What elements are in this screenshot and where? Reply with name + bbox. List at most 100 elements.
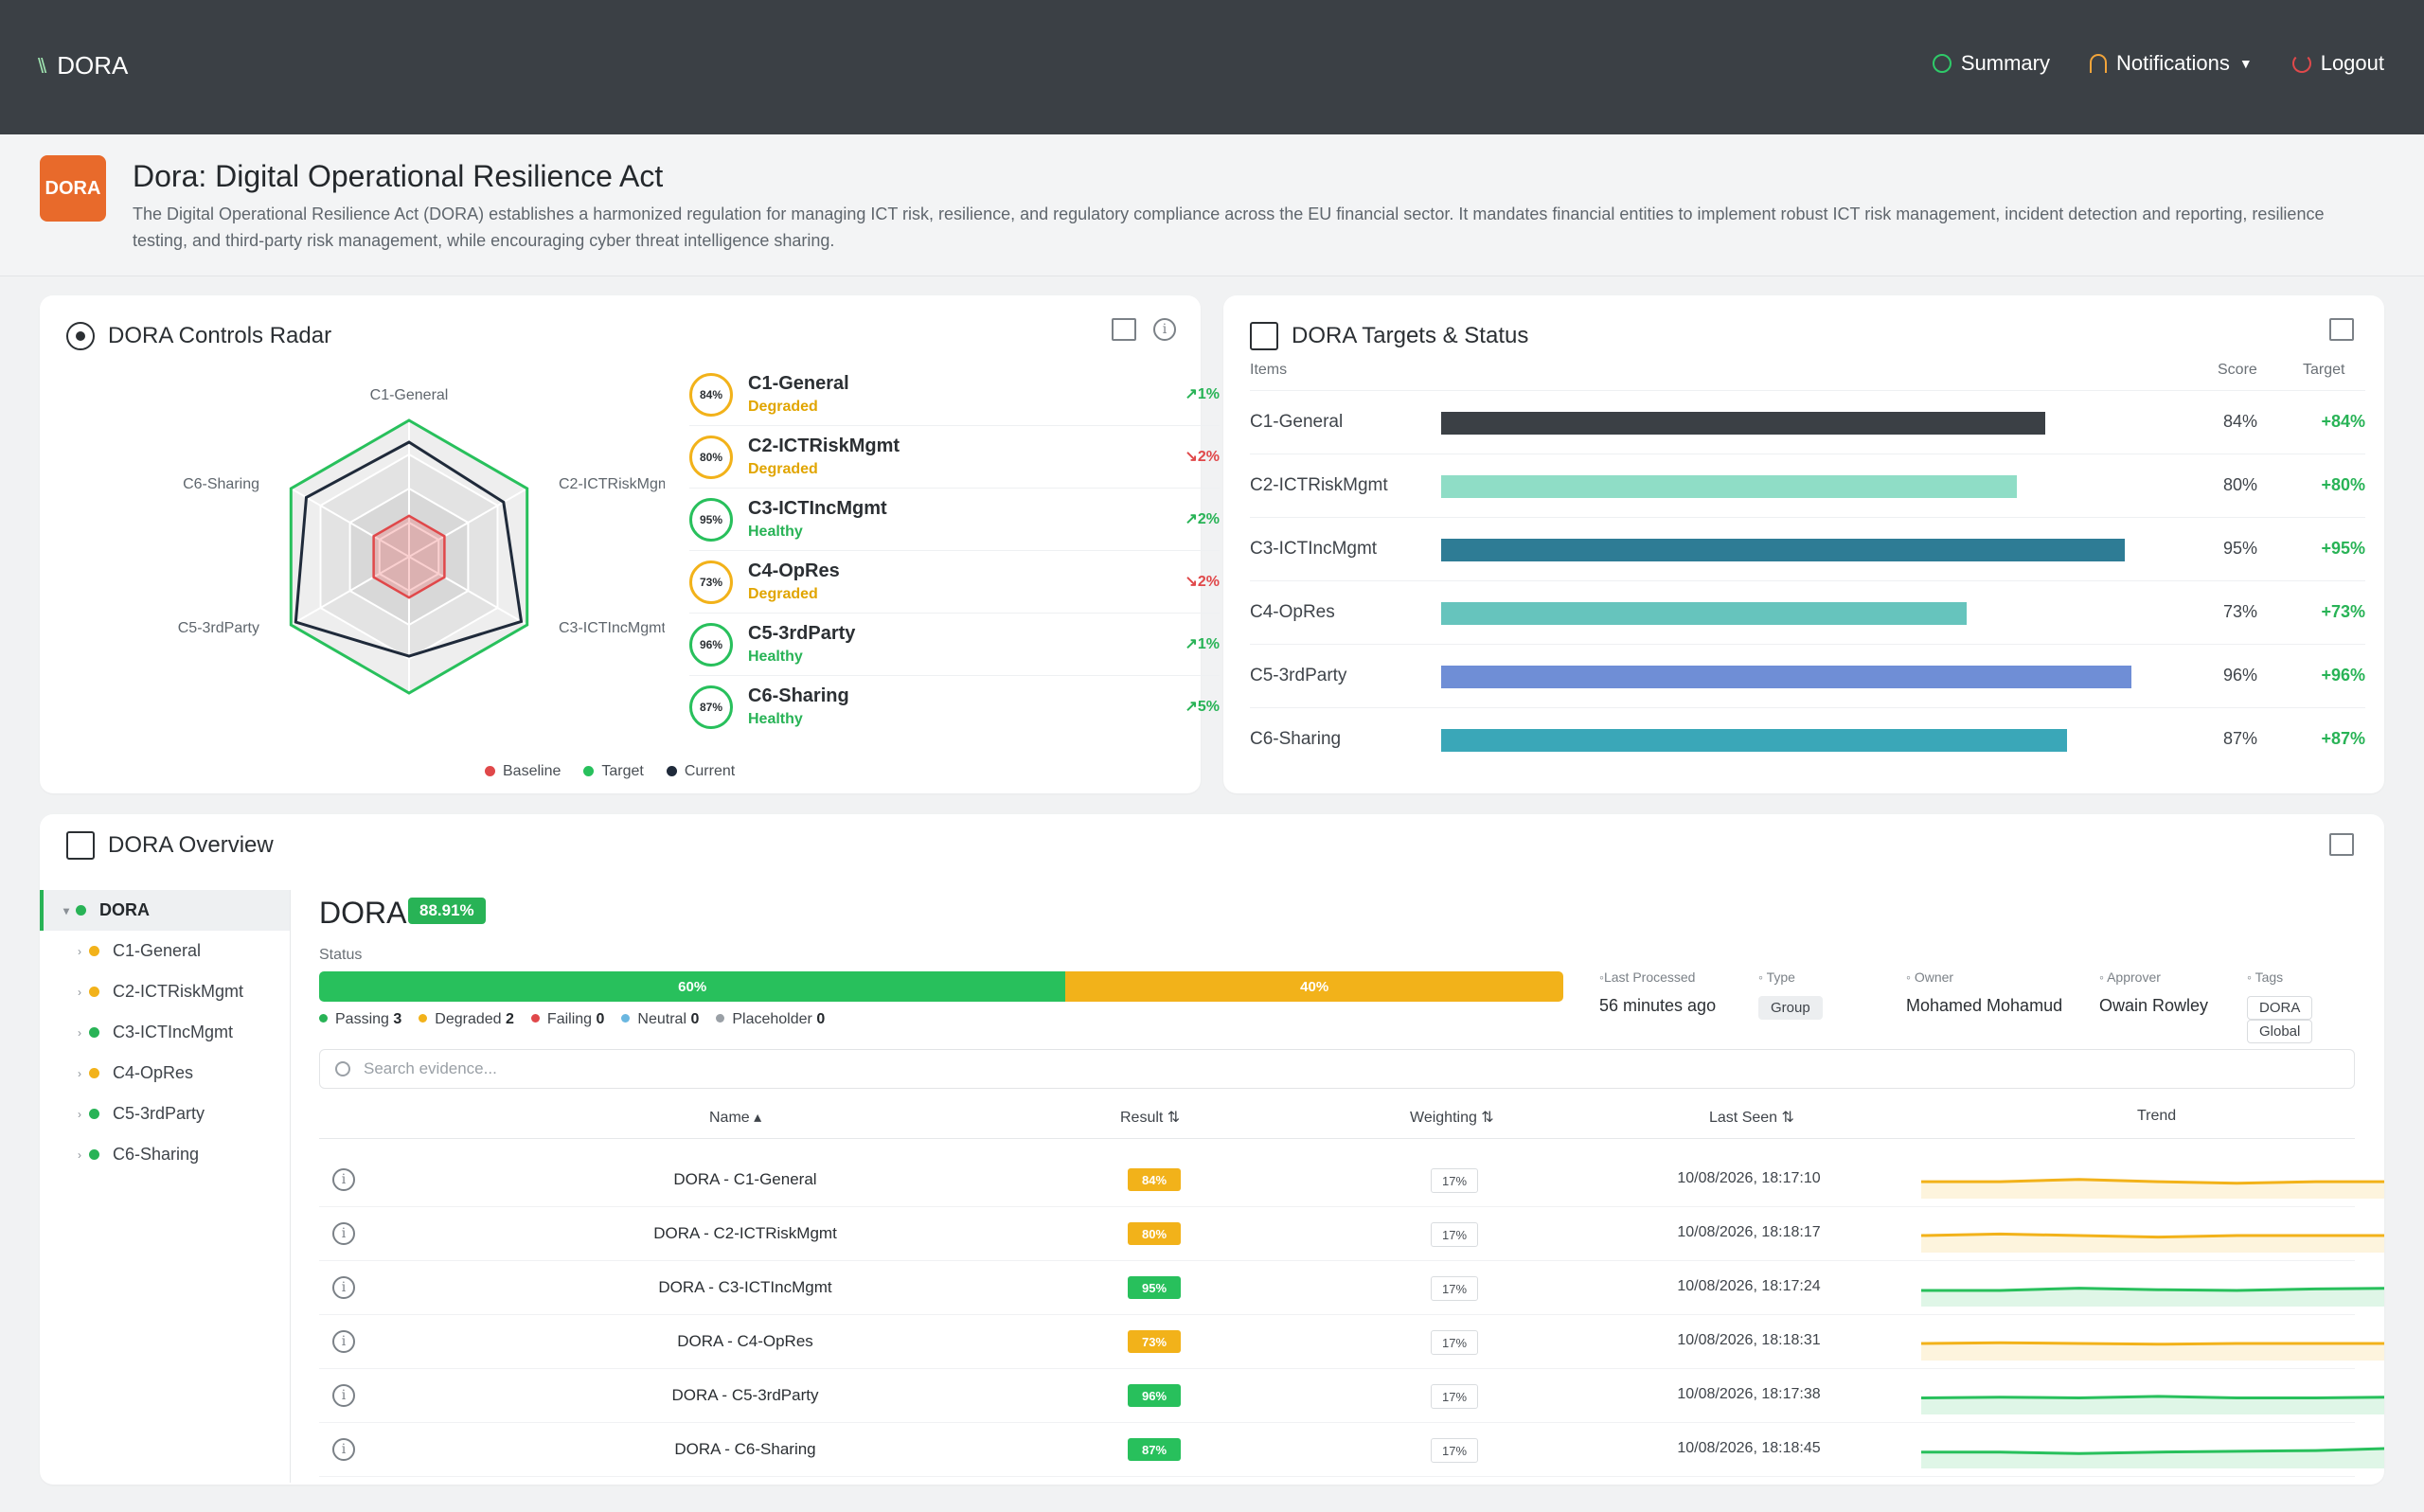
- target-bar: [1441, 412, 2046, 435]
- radar-axis-label: C6-Sharing: [183, 476, 259, 492]
- col-trend: Trend: [2137, 1108, 2177, 1124]
- brand[interactable]: \\ DORA: [38, 51, 128, 80]
- nav-logout[interactable]: Logout: [2291, 51, 2384, 76]
- info-icon[interactable]: i: [332, 1384, 355, 1407]
- control-row[interactable]: 95% C3-ICTIncMgmt Healthy ↗2%: [689, 489, 1220, 551]
- table-row[interactable]: i DORA - C4-OpRes 73% 17% 10/08/2026, 18:18:…: [319, 1315, 2384, 1369]
- tag-chip[interactable]: Global: [2247, 1020, 2313, 1043]
- status-count-value: 2: [506, 1011, 514, 1027]
- info-icon[interactable]: i: [1153, 318, 1176, 341]
- nav-notifications[interactable]: Notifications ▼: [2090, 51, 2253, 76]
- tags-value: DORAGlobal: [2247, 996, 2384, 1043]
- control-row[interactable]: 80% C2-ICTRiskMgmt Degraded ↘2%: [689, 426, 1220, 489]
- chevron-right-icon[interactable]: ›: [78, 1107, 81, 1121]
- col-last-seen[interactable]: Last Seen ⇅: [1709, 1110, 1794, 1126]
- control-list: 84% C1-General Degraded ↗1% 80% C2-ICTRiskMgm…: [689, 364, 1220, 738]
- tree-item[interactable]: › C1-General: [40, 931, 290, 971]
- control-name: C5-3rdParty: [748, 623, 856, 644]
- status-count: Neutral 0: [621, 1011, 699, 1028]
- target-score: 80%: [2222, 475, 2257, 494]
- radar-axis-label: C3-ICTIncMgmt: [559, 620, 665, 636]
- table-row[interactable]: i DORA - C6-Sharing 87% 17% 10/08/2026, 18:1…: [319, 1423, 2384, 1477]
- target-row: C5-3rdParty 96% +96%: [1250, 644, 2365, 706]
- meta-last-processed: ◦Last Processed 56 minutes ago: [1599, 969, 1716, 1016]
- trend-sparkline: [1921, 1447, 2384, 1468]
- tree-item[interactable]: › C5-3rdParty: [40, 1094, 290, 1134]
- table-row[interactable]: i DORA - C1-General 84% 17% 10/08/2026, 18:1…: [319, 1153, 2384, 1207]
- chevron-right-icon[interactable]: ›: [78, 944, 81, 958]
- expand-icon[interactable]: [2329, 833, 2354, 856]
- owner-label: ◦ Owner: [1906, 969, 1954, 985]
- nav-notifications-label: Notifications: [2116, 51, 2230, 75]
- target-row-label: C2-ICTRiskMgmt: [1250, 475, 1388, 495]
- status-dot: [89, 1109, 99, 1119]
- info-icon[interactable]: i: [332, 1276, 355, 1299]
- evidence-name[interactable]: DORA - C3-ICTIncMgmt: [658, 1278, 832, 1296]
- table-row[interactable]: i DORA - C3-ICTIncMgmt 95% 17% 10/08/2026, 1…: [319, 1261, 2384, 1315]
- radar-axis: [408, 488, 528, 558]
- nav-summary-label: Summary: [1960, 51, 2050, 75]
- score-badge: 88.91%: [408, 898, 486, 924]
- status-label: Status: [319, 947, 363, 963]
- target-bar-track: [1441, 602, 2153, 625]
- table-row[interactable]: i DORA - C5-3rdParty 96% 17% 10/08/2026, 18:…: [319, 1369, 2384, 1423]
- control-delta: ↗1%: [1185, 636, 1220, 652]
- tree-item[interactable]: › C4-OpRes: [40, 1053, 290, 1094]
- evidence-name[interactable]: DORA - C2-ICTRiskMgmt: [653, 1224, 837, 1242]
- control-row[interactable]: 73% C4-OpRes Degraded ↘2%: [689, 551, 1220, 614]
- tag-chip[interactable]: DORA: [2247, 996, 2313, 1020]
- search-icon: [335, 1061, 350, 1076]
- radar-current-series: [294, 440, 524, 658]
- expand-icon[interactable]: [2329, 318, 2354, 341]
- last-seen: 10/08/2026, 18:18:17: [1677, 1224, 1821, 1240]
- target-row: C4-OpRes 73% +73%: [1250, 580, 2365, 643]
- col-name[interactable]: Name ▴: [709, 1110, 762, 1126]
- tree-item[interactable]: › C6-Sharing: [40, 1134, 290, 1175]
- col-weighting[interactable]: Weighting ⇅: [1410, 1110, 1494, 1126]
- chevron-right-icon[interactable]: ›: [78, 1147, 81, 1162]
- result-badge: 96%: [1128, 1384, 1181, 1407]
- chevron-right-icon[interactable]: ›: [78, 1025, 81, 1040]
- tree-item[interactable]: › C2-ICTRiskMgmt: [40, 971, 290, 1012]
- info-icon[interactable]: i: [332, 1222, 355, 1245]
- status-dot: [530, 1014, 540, 1023]
- info-icon[interactable]: i: [332, 1168, 355, 1191]
- control-row[interactable]: 87% C6-Sharing Healthy ↗5%: [689, 676, 1220, 738]
- control-row[interactable]: 84% C1-General Degraded ↗1%: [689, 364, 1220, 426]
- chevron-right-icon[interactable]: ›: [78, 1066, 81, 1080]
- evidence-name[interactable]: DORA - C4-OpRes: [677, 1332, 813, 1350]
- control-row[interactable]: 96% C5-3rdParty Healthy ↗1%: [689, 614, 1220, 676]
- radar-target-series: [289, 418, 529, 695]
- result-badge: 95%: [1128, 1276, 1181, 1299]
- meta-type: ◦ Type Group: [1758, 969, 1830, 1020]
- tree-root[interactable]: ▾ DORA: [40, 890, 290, 931]
- control-delta: ↘2%: [1185, 574, 1220, 590]
- type-value-wrap: Group: [1758, 996, 1830, 1020]
- col-result[interactable]: Result ⇅: [1120, 1110, 1181, 1126]
- tree-item[interactable]: › C3-ICTIncMgmt: [40, 1012, 290, 1053]
- expand-icon[interactable]: [1112, 318, 1136, 341]
- owner-value: Mohamed Mohamud: [1906, 996, 2063, 1015]
- legend-baseline: Baseline: [485, 763, 561, 780]
- chevron-down-icon[interactable]: ▾: [62, 903, 70, 917]
- info-icon[interactable]: i: [332, 1438, 355, 1461]
- col-target: Target: [2303, 362, 2345, 378]
- table-row[interactable]: i DORA - C2-ICTRiskMgmt 80% 17% 10/08/2026, …: [319, 1207, 2384, 1261]
- weighting-badge: 17%: [1431, 1222, 1478, 1247]
- evidence-name[interactable]: DORA - C1-General: [673, 1170, 817, 1188]
- evidence-name[interactable]: DORA - C5-3rdParty: [671, 1386, 819, 1404]
- target-row: C3-ICTIncMgmt 95% +95%: [1250, 517, 2365, 579]
- search-input[interactable]: Search evidence...: [319, 1049, 2355, 1089]
- trend-sparkline: [1921, 1395, 2384, 1414]
- status-count-label: Neutral: [637, 1011, 686, 1027]
- nav-summary[interactable]: Summary: [1932, 51, 2050, 76]
- meta-tags: ◦ Tags DORAGlobal: [2247, 969, 2384, 1043]
- weighting-badge: 17%: [1431, 1384, 1478, 1409]
- chevron-right-icon[interactable]: ›: [78, 985, 81, 999]
- tree-item-label: C3-ICTIncMgmt: [113, 1023, 234, 1041]
- target-score: 95%: [2222, 539, 2257, 558]
- info-icon[interactable]: i: [332, 1330, 355, 1353]
- evidence-name[interactable]: DORA - C6-Sharing: [674, 1440, 816, 1458]
- status-count-value: 0: [596, 1011, 605, 1027]
- target-row: C6-Sharing 87% +87%: [1250, 707, 2365, 770]
